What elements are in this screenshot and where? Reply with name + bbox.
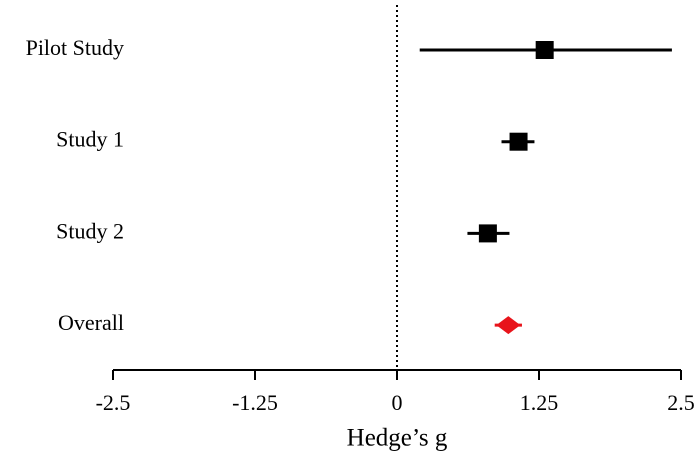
x-tick-label: 0 <box>392 390 403 415</box>
x-tick-label: -1.25 <box>232 390 278 415</box>
x-tick-label: -2.5 <box>96 390 131 415</box>
x-tick-label: 2.5 <box>667 390 695 415</box>
effect-square <box>478 224 497 243</box>
effect-diamond <box>496 316 521 335</box>
y-category-label: Study 2 <box>56 218 124 243</box>
y-category-label: Pilot Study <box>26 35 124 60</box>
x-axis-label: Hedge’s g <box>347 425 448 452</box>
effect-square <box>535 41 554 59</box>
y-category-label: Study 1 <box>56 127 124 152</box>
x-tick-label: 1.25 <box>520 390 559 415</box>
y-category-label: Overall <box>58 310 124 335</box>
effect-square <box>509 132 528 151</box>
